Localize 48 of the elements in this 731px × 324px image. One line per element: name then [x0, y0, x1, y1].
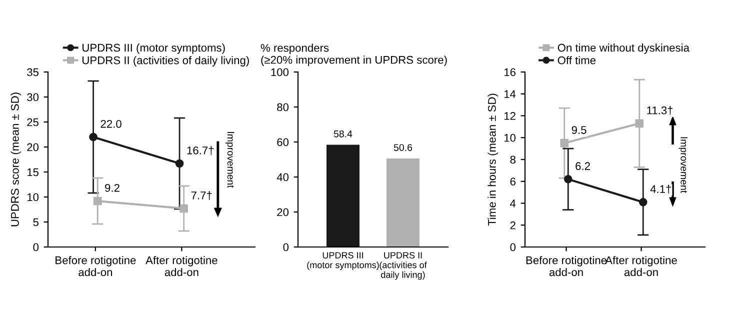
data-label: 22.0: [100, 120, 122, 128]
y-tick-label: 5: [33, 218, 39, 226]
data-label: 16.7†: [187, 146, 214, 155]
y-tick-label: 0: [510, 243, 516, 252]
y-tick-label: 60: [277, 138, 289, 146]
y-tick-label: 10: [504, 134, 516, 142]
y-tick-label: 25: [27, 118, 39, 126]
y-tick-label: 0: [283, 243, 289, 252]
y-tick-label: 14: [504, 90, 516, 98]
y-tick-label: 80: [277, 103, 289, 112]
y-tick-label: 30: [27, 93, 39, 102]
data-label: 58.4: [334, 130, 352, 138]
y-tick-label: 40: [276, 173, 289, 182]
y-tick-label: 4: [510, 200, 516, 208]
y-axis-title: Time in hours (mean ± SD): [488, 94, 498, 226]
data-label: 7.7†: [191, 191, 212, 200]
y-tick-label: 20: [277, 208, 289, 216]
x-tick-label: UPDRS II (activities of daily living): [380, 252, 427, 280]
x-tick-label: After rotigotine add-on: [146, 256, 218, 276]
y-tick-label: 20: [27, 143, 39, 152]
y-tick-label: 15: [27, 168, 39, 176]
legend-label: UPDRS II (activities of daily living): [82, 56, 249, 66]
y-tick-label: 35: [27, 68, 39, 76]
y-tick-label: 12: [504, 112, 516, 120]
data-label: 4.1†: [650, 184, 671, 194]
annotation: Improvement: [678, 137, 688, 194]
x-tick-label: UPDRS III (motor symptoms): [307, 252, 379, 270]
y-tick-label: 0: [33, 243, 39, 252]
data-label: 50.6: [394, 144, 412, 151]
x-tick-label: Before rotigotine add-on: [526, 256, 607, 276]
y-tick-label: 16: [504, 68, 516, 76]
x-tick-label: After rotigotine add-on: [605, 256, 677, 276]
data-label: 9.5: [572, 126, 586, 134]
data-label: 6.2: [576, 162, 590, 170]
y-tick-label: 2: [510, 221, 516, 230]
y-tick-label: 8: [510, 156, 516, 164]
y-tick-label: 100: [271, 68, 289, 76]
legend-label: UPDRS III (motor symptoms): [82, 44, 225, 54]
legend-label: On time without dyskinesia: [558, 44, 690, 54]
data-label: 9.2: [105, 184, 120, 192]
annotation: Improvement: [225, 132, 234, 188]
y-tick-label: 6: [510, 178, 516, 186]
legend-label: Off time: [558, 56, 596, 64]
y-tick-label: 10: [27, 193, 39, 202]
x-tick-label: Before rotigotine add-on: [56, 256, 136, 276]
chart-title: % responders (≥20% improvement in UPDRS score): [260, 44, 447, 66]
data-label: 11.3†: [647, 106, 673, 115]
y-axis-title: UPDRS score (mean ± SD): [10, 92, 22, 226]
